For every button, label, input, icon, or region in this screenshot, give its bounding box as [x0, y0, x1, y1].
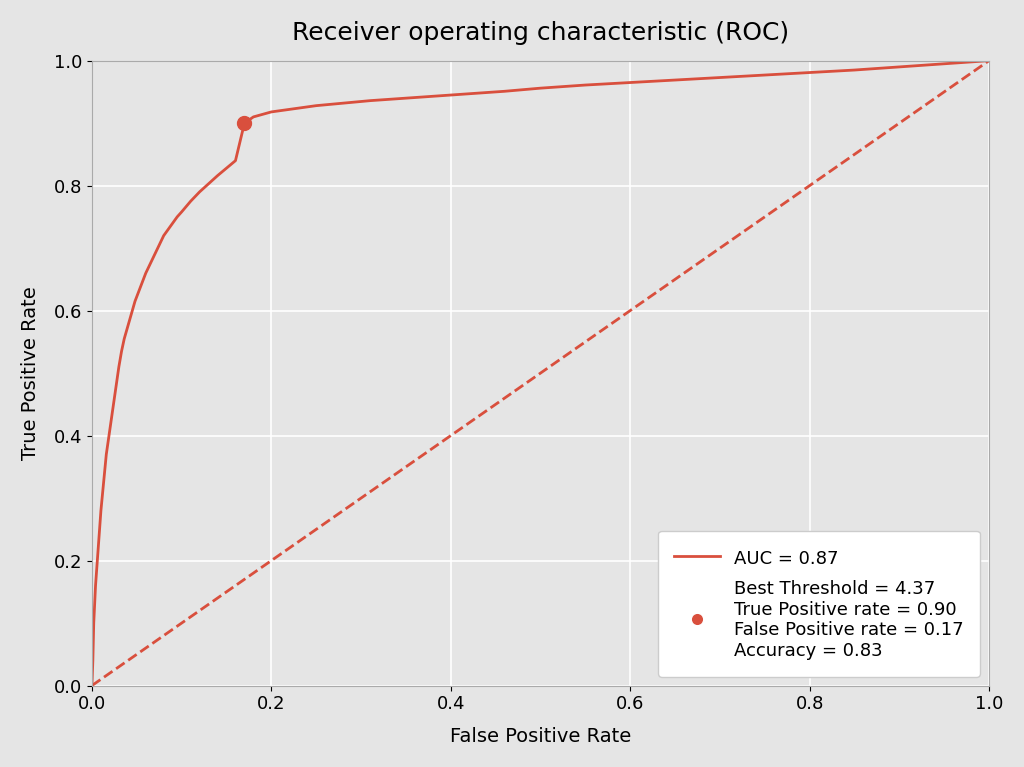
AUC = 0.87	[220, 163, 232, 173]
Line: AUC = 0.87: AUC = 0.87	[92, 61, 989, 686]
AUC = 0.87	[624, 78, 636, 87]
Title: Receiver operating characteristic (ROC): Receiver operating characteristic (ROC)	[292, 21, 790, 44]
Y-axis label: True Positive Rate: True Positive Rate	[20, 286, 40, 460]
Legend: AUC = 0.87, Best Threshold = 4.37
True Positive rate = 0.90
False Positive rate : AUC = 0.87, Best Threshold = 4.37 True P…	[658, 531, 980, 676]
AUC = 0.87	[938, 59, 950, 68]
AUC = 0.87	[93, 531, 105, 540]
AUC = 0.87	[116, 347, 128, 356]
AUC = 0.87	[983, 56, 995, 65]
AUC = 0.87	[86, 681, 98, 690]
X-axis label: False Positive Rate: False Positive Rate	[450, 727, 631, 746]
AUC = 0.87	[105, 412, 118, 421]
